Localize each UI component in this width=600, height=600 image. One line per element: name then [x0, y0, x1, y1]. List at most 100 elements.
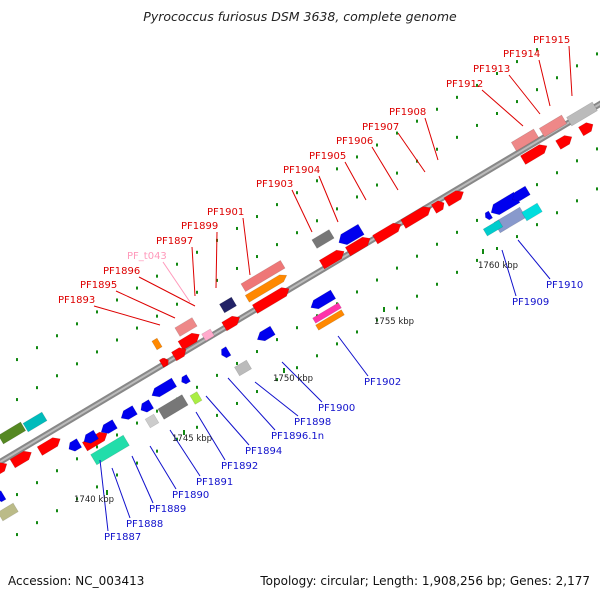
scale-dot	[276, 338, 278, 342]
scale-dot	[336, 167, 338, 171]
gene-label-reverse: PF1889	[149, 504, 186, 515]
gene-shape	[511, 185, 531, 202]
gene-16	[81, 431, 108, 452]
gene-label-reverse: PF1890	[172, 490, 209, 501]
scale-dot	[36, 346, 38, 350]
scale-dot	[356, 290, 358, 294]
scale-dot	[456, 270, 458, 274]
scale-dot	[596, 187, 598, 191]
gene-shape	[482, 219, 504, 237]
gene-15	[578, 122, 594, 137]
leader-line	[242, 217, 251, 276]
accession-text: Accession: NC_003413	[8, 574, 145, 588]
gene-shape	[221, 346, 232, 359]
scale-dot	[196, 425, 198, 429]
gene-label-forward: PF1906	[336, 136, 373, 147]
scale-dot	[316, 354, 318, 358]
scale-dot	[536, 88, 538, 92]
gene-33	[310, 289, 337, 310]
scale-dot	[516, 60, 518, 64]
gene-label-reverse: PF1896.1n	[271, 431, 324, 442]
gene-54	[189, 391, 203, 405]
scale-dot	[456, 230, 458, 234]
scale-dot	[436, 107, 438, 111]
gene-label-forward: PF1893	[58, 295, 95, 306]
scale-dot	[356, 155, 358, 159]
gene-49	[100, 419, 118, 434]
scale-tick	[183, 430, 185, 435]
scale-dot	[436, 282, 438, 286]
gene-shape	[311, 229, 335, 249]
gene-5	[244, 274, 288, 303]
gene-13	[520, 144, 548, 165]
scale-dot	[516, 235, 518, 239]
gene-20	[174, 317, 198, 337]
gene-10	[400, 206, 432, 229]
gene-29	[311, 229, 335, 249]
scale-dot	[156, 314, 158, 318]
gene-48	[120, 405, 138, 420]
scale-dot	[296, 366, 298, 370]
gene-shape	[174, 317, 198, 337]
gene-label-reverse: PF1887	[104, 532, 141, 543]
gene-45	[151, 377, 178, 398]
gene-shape	[490, 191, 521, 216]
gene-shape	[538, 114, 568, 138]
gene-shape	[22, 411, 48, 433]
leader-line	[191, 246, 196, 297]
gene-shape	[521, 202, 543, 222]
gene-shape	[251, 287, 290, 314]
leader-line	[371, 146, 399, 191]
scale-dot	[396, 306, 398, 310]
scale-dot	[456, 135, 458, 139]
gene-shape	[144, 413, 160, 429]
scale-dot	[336, 342, 338, 346]
scale-dot	[576, 159, 578, 163]
leader-line	[397, 132, 426, 173]
gene-label-forward: PF1896	[103, 266, 140, 277]
leader-line	[508, 74, 541, 115]
gene-shape	[372, 222, 402, 245]
gene-label-reverse: PF1902	[364, 377, 401, 388]
scale-tick	[482, 249, 484, 254]
gene-shape	[510, 128, 540, 152]
gene-8	[344, 236, 371, 257]
gene-shape	[344, 236, 371, 257]
gene-56	[0, 490, 7, 503]
leader-line	[344, 161, 367, 201]
scale-dot	[436, 242, 438, 246]
gene-17	[36, 437, 61, 456]
scale-dot	[576, 199, 578, 203]
gene-shape	[0, 462, 8, 477]
scale-dot	[496, 112, 498, 115]
gene-label-forward: PF_t043	[127, 251, 167, 262]
gene-shape	[318, 249, 345, 270]
gene-label-forward: PF1908	[389, 107, 426, 118]
scale-dot	[36, 481, 38, 485]
gene-28	[0, 421, 27, 445]
gene-6	[240, 259, 286, 293]
scale-dot	[76, 457, 78, 461]
gene-19	[0, 462, 8, 477]
gene-shape	[256, 325, 276, 342]
gene-shape	[140, 399, 155, 413]
gene-shape	[120, 405, 138, 420]
gene-shape	[0, 421, 27, 445]
gene-shape	[400, 206, 432, 229]
gene-shape	[151, 377, 178, 398]
scale-dot	[316, 179, 318, 183]
scale-dot	[556, 76, 558, 80]
gene-shape	[90, 434, 130, 466]
leader-line	[227, 377, 276, 431]
scale-dot	[16, 398, 18, 402]
gene-shape	[157, 394, 189, 420]
gene-label-forward: PF1912	[446, 79, 483, 90]
gene-50	[83, 429, 99, 444]
tick-label: 1740 kbp	[74, 495, 114, 505]
gene-label-reverse: PF1909	[512, 297, 549, 308]
gene-32	[256, 325, 276, 342]
scale-dot	[76, 322, 78, 326]
leader-line	[254, 381, 299, 417]
scale-dot	[256, 215, 258, 219]
